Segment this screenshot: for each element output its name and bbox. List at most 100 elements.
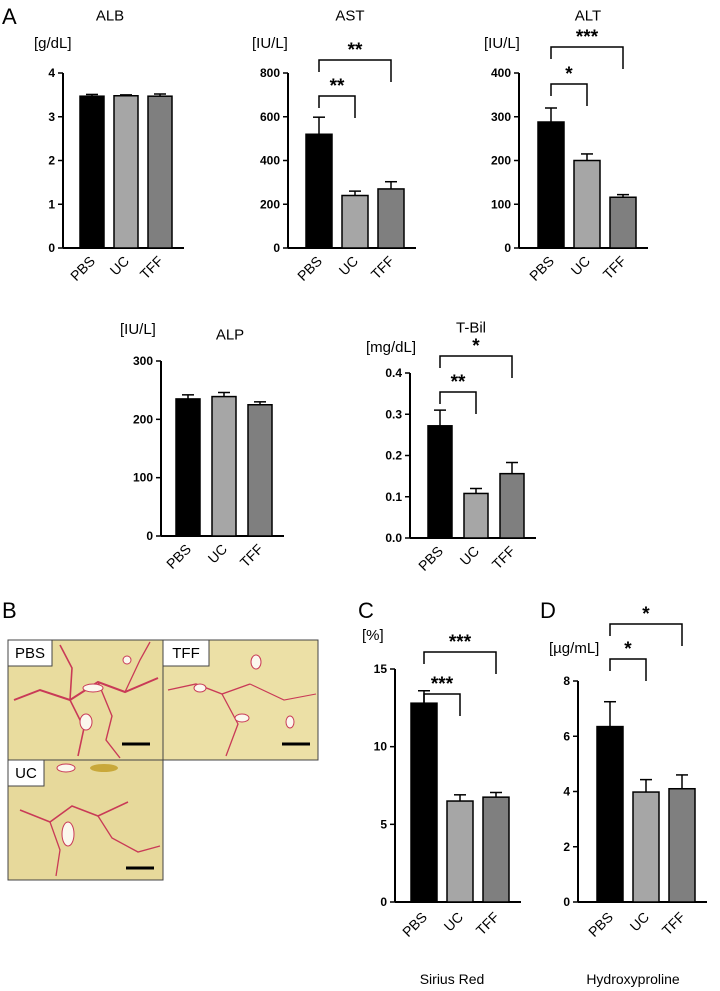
y-tick-label: 200 [491,154,511,168]
panel-label-c: C [358,598,374,623]
vessel-lumen [193,683,207,693]
significance-label: ** [451,372,466,393]
category-label-uc: UC [106,253,132,279]
y-tick-label: 0 [146,529,153,543]
y-unit-label: [IU/L] [484,35,520,52]
micrograph-label-box [162,639,210,667]
bar-tff [499,472,525,539]
category-label-uc: UC [335,253,361,279]
significance-bracket [439,391,477,414]
y-tick-label: 2 [48,154,55,168]
significance-bracket [609,658,647,681]
chart-title: ALB [96,7,124,24]
significance-label: * [624,639,632,660]
y-tick-label: 200 [133,412,153,426]
bar-pbs [175,398,201,537]
y-tick-label: 5 [380,817,387,831]
fibrosis-septum [249,683,317,701]
micrograph-pbs: PBS [7,639,164,761]
significance-label: * [642,604,650,625]
vessel-lumen [285,715,295,729]
category-label-tff: TFF [473,909,502,938]
bar-tff [377,188,405,249]
y-tick-label: 300 [133,354,153,368]
chart-sirius: [%] 0 5 10 15 PBS UC TFF *** *** Sirius Red [362,627,521,987]
category-label-pbs: PBS [67,253,98,284]
vessel-lumen [61,821,75,847]
y-tick-label: 0.1 [385,490,402,504]
chart-alt: ALT [IU/L] 0 100 200 300 400 PBS UC TFF **** [484,7,648,284]
micrograph-label-box [7,759,45,787]
micrograph-label-box [7,639,53,667]
significance-label: * [565,64,573,85]
y-tick-label: 8 [563,674,570,688]
y-tick-label: 0 [504,241,511,255]
chart-title: ALP [216,326,244,343]
y-tick-label: 10 [374,740,388,754]
category-label-tff: TFF [237,541,266,570]
y-tick-label: 300 [491,110,511,124]
chart-alp: ALP [IU/L] 0 100 200 300 PBS UC TFF [120,321,284,572]
y-tick-label: 0 [48,241,55,255]
significance-label: ** [330,76,345,97]
chart-ast: AST [IU/L] 0 200 400 600 800 PBS UC TFF **** [252,7,416,284]
bar-uc [211,395,237,537]
fibrosis-septum [167,683,251,695]
vessel-lumen [250,654,262,670]
y-tick-label: 6 [563,729,570,743]
y-unit-label: [%] [362,627,384,644]
category-label-pbs: PBS [294,253,325,284]
category-label-pbs: PBS [399,909,430,940]
significance-bracket [550,46,624,69]
y-tick-label: 400 [260,154,280,168]
y-tick-label: 4 [563,785,570,799]
bar-pbs [79,95,105,249]
y-tick-label: 3 [48,110,55,124]
category-label-uc: UC [567,253,593,279]
y-unit-label: [g/dL] [34,35,72,52]
fibrosis-septum [221,693,239,757]
significance-bracket [423,693,461,716]
vessel-lumen [122,655,132,665]
category-label-tff: TFF [600,253,629,282]
y-tick-label: 200 [260,197,280,211]
micrograph-uc: UC [7,759,164,881]
chart-caption: Sirius Red [420,971,485,987]
y-tick-label: 2 [563,840,570,854]
bar-pbs [410,702,438,903]
y-unit-label: [µg/mL] [549,640,599,657]
bar-uc [341,194,369,249]
vessel-lumen [56,763,76,773]
micrograph-panel: PBS TFF UC [7,639,319,881]
bar-pbs [537,121,565,249]
bar-tff [482,796,510,903]
y-tick-label: 0.2 [385,449,402,463]
bar-pbs [427,425,453,539]
vessel-lumen [234,713,250,723]
significance-label: ** [348,40,363,61]
significance-label: *** [449,632,472,653]
chart-title: ALT [575,7,601,24]
y-unit-label: [mg/dL] [366,339,416,356]
y-unit-label: [IU/L] [120,321,156,338]
category-label-tff: TFF [489,543,518,572]
micrograph-tff: TFF [162,639,319,761]
significance-label: * [472,336,480,357]
bar-pbs [305,133,333,249]
bar-pbs [596,725,624,903]
category-label-uc: UC [456,543,482,569]
bar-uc [463,492,489,539]
category-label-pbs: PBS [415,543,446,574]
y-tick-label: 0 [380,895,387,909]
significance-bracket [318,95,356,118]
stain-artifact [90,764,118,772]
significance-bracket [318,59,392,82]
fibrosis-septum [97,815,161,853]
panel-label-a: A [2,4,17,29]
y-tick-label: 0 [273,241,280,255]
chart-hyp: [µg/mL] 0 2 4 6 8 PBS UC TFF * * Hydroxyproline [549,604,707,987]
significance-bracket [550,83,588,106]
vessel-lumen [82,683,104,693]
bar-uc [632,791,660,903]
